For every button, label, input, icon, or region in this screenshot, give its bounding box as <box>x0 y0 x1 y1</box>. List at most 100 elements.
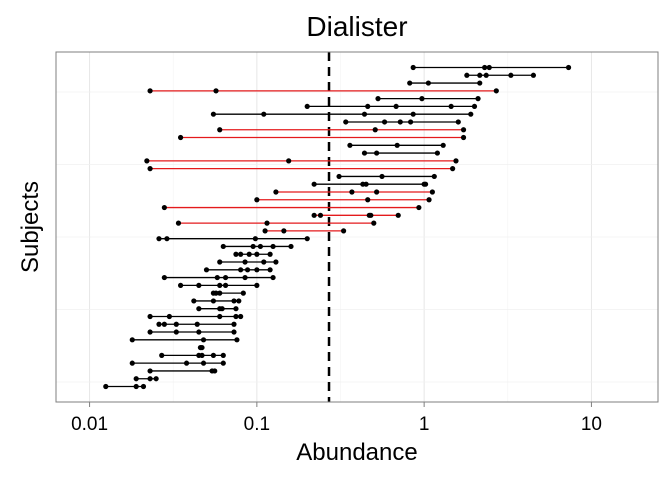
data-point <box>147 166 153 172</box>
data-point <box>236 298 242 304</box>
data-point <box>238 251 244 257</box>
data-point <box>254 251 260 257</box>
data-point <box>252 236 258 242</box>
data-point <box>147 313 153 320</box>
data-point <box>270 243 276 250</box>
data-point <box>508 72 514 78</box>
subject-row <box>220 243 294 250</box>
data-point <box>431 173 437 180</box>
x-tick-label: 0.01 <box>71 414 108 435</box>
data-point <box>153 376 159 382</box>
data-point <box>233 251 239 257</box>
data-point <box>161 204 167 211</box>
data-point <box>273 189 279 195</box>
subject-row <box>156 321 237 327</box>
subject-row <box>464 72 537 78</box>
x-tick-label: 1 <box>419 414 430 435</box>
subject-row <box>177 134 467 141</box>
data-point <box>394 142 400 148</box>
data-point <box>129 337 135 343</box>
data-point <box>468 111 474 117</box>
subject-row <box>129 337 240 343</box>
subject-row <box>347 142 446 148</box>
data-point <box>238 267 244 273</box>
data-point <box>214 274 220 281</box>
subject-row <box>311 181 429 187</box>
data-point <box>477 80 483 86</box>
data-point <box>261 111 267 117</box>
data-point <box>374 150 380 156</box>
data-point <box>147 329 153 335</box>
data-point <box>273 259 279 265</box>
subject-row <box>156 236 310 242</box>
data-point <box>210 352 217 358</box>
data-point <box>203 267 210 273</box>
data-point <box>374 189 380 195</box>
data-point <box>156 321 162 327</box>
data-point <box>194 321 200 327</box>
y-axis-label: Subjects <box>17 181 44 273</box>
subject-row <box>410 64 572 71</box>
data-point <box>361 111 368 117</box>
subject-row <box>217 127 467 133</box>
data-point <box>103 383 109 390</box>
subject-row <box>177 282 260 288</box>
data-point <box>231 298 237 304</box>
data-point <box>455 119 461 125</box>
data-point <box>242 259 248 265</box>
data-point <box>347 142 353 148</box>
data-point <box>408 119 414 125</box>
subject-row <box>161 274 276 281</box>
data-point <box>493 88 499 94</box>
subject-row <box>311 212 401 218</box>
data-point <box>434 150 440 156</box>
subject-row <box>147 88 499 94</box>
data-point <box>448 103 454 110</box>
data-point <box>175 220 182 226</box>
data-point <box>220 243 226 250</box>
data-point <box>200 337 207 343</box>
data-point <box>231 321 237 327</box>
subject-row <box>147 313 244 320</box>
data-point <box>217 282 223 288</box>
data-point <box>140 383 147 390</box>
data-point <box>238 313 244 320</box>
data-point <box>267 267 273 273</box>
data-point <box>212 368 218 374</box>
data-point <box>460 134 467 141</box>
data-point <box>173 321 179 327</box>
x-tick-label: 0.1 <box>244 414 270 435</box>
subject-row <box>233 251 273 257</box>
data-point <box>393 103 399 110</box>
data-point <box>219 306 225 312</box>
subject-row <box>375 96 481 102</box>
data-point <box>395 212 401 218</box>
data-point <box>450 166 456 172</box>
data-point <box>422 181 429 187</box>
subject-row <box>133 376 159 382</box>
data-point <box>246 251 252 257</box>
data-point <box>365 197 371 203</box>
subject-row <box>175 220 377 226</box>
data-point <box>183 360 190 366</box>
data-point <box>233 306 239 312</box>
subject-row <box>191 298 242 304</box>
data-point <box>257 243 263 250</box>
data-point <box>177 134 184 141</box>
data-point <box>261 259 267 265</box>
subject-row <box>210 290 246 296</box>
subject-row <box>147 329 237 335</box>
data-point <box>147 368 153 374</box>
data-point <box>381 119 388 125</box>
subject-row <box>159 352 226 358</box>
data-point <box>222 274 229 281</box>
subject-row <box>147 368 218 374</box>
grid-layer <box>56 52 658 402</box>
subject-row <box>103 383 147 390</box>
data-point <box>425 80 431 86</box>
data-point <box>220 352 226 358</box>
data-point <box>336 173 342 180</box>
data-point <box>419 96 425 102</box>
data-point <box>200 360 207 366</box>
subject-row <box>129 360 226 366</box>
